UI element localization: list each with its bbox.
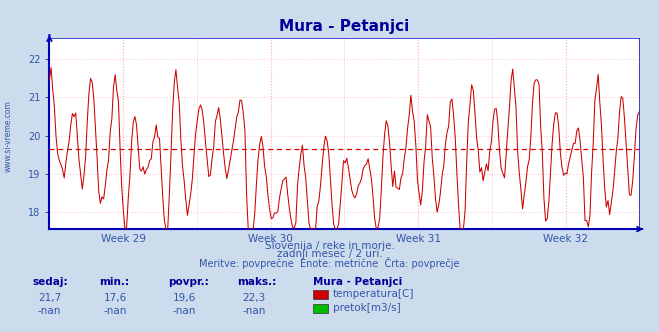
Text: www.si-vreme.com: www.si-vreme.com — [3, 100, 13, 172]
Text: -nan: -nan — [173, 306, 196, 316]
Text: sedaj:: sedaj: — [33, 277, 69, 287]
Text: Mura - Petanjci: Mura - Petanjci — [313, 277, 402, 287]
Text: -nan: -nan — [103, 306, 127, 316]
Text: 22,3: 22,3 — [242, 293, 266, 303]
Text: Meritve: povprečne  Enote: metrične  Črta: povprečje: Meritve: povprečne Enote: metrične Črta:… — [199, 257, 460, 269]
Text: temperatura[C]: temperatura[C] — [333, 290, 415, 299]
Text: 21,7: 21,7 — [38, 293, 61, 303]
Title: Mura - Petanjci: Mura - Petanjci — [279, 19, 409, 34]
Text: pretok[m3/s]: pretok[m3/s] — [333, 303, 401, 313]
Text: 19,6: 19,6 — [173, 293, 196, 303]
Text: 17,6: 17,6 — [103, 293, 127, 303]
Text: -nan: -nan — [242, 306, 266, 316]
Text: -nan: -nan — [38, 306, 61, 316]
Text: maks.:: maks.: — [237, 277, 277, 287]
Text: zadnji mesec / 2 uri.: zadnji mesec / 2 uri. — [277, 249, 382, 259]
Text: Slovenija / reke in morje.: Slovenija / reke in morje. — [264, 241, 395, 251]
Text: povpr.:: povpr.: — [168, 277, 209, 287]
Text: min.:: min.: — [99, 277, 129, 287]
